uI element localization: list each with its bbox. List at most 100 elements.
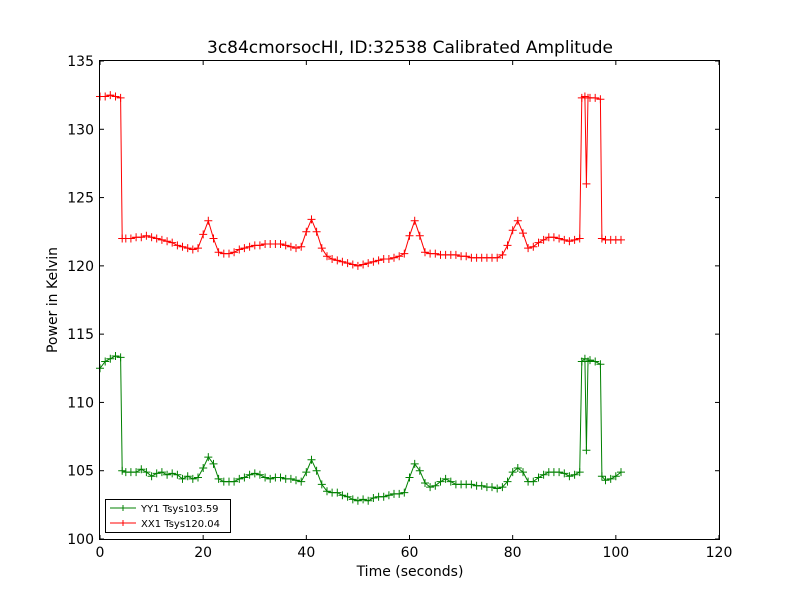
data-point-marker [302,227,311,236]
data-point-marker [323,487,331,496]
data-point-marker [596,95,605,104]
data-point-marker [343,259,352,268]
data-point-marker [384,491,393,500]
x-tick-label: 20 [194,545,212,561]
data-point-marker [498,483,507,492]
data-point-marker [276,240,285,248]
data-point-marker [415,231,424,240]
data-point-marker [353,261,362,270]
data-point-marker [555,468,564,477]
data-point-marker [199,230,208,239]
data-point-marker [168,238,177,247]
data-point-marker [168,469,177,478]
series-line [99,355,622,502]
y-tick-label: 110 [67,395,94,411]
x-tick-label: 120 [706,545,733,561]
y-tick-label: 135 [67,54,94,70]
x-tick-label: 60 [401,545,419,561]
data-point-marker [549,233,558,242]
data-point-marker [395,252,404,261]
data-point-marker [297,242,306,251]
data-point-marker [539,470,548,479]
legend-box [105,499,231,533]
data-point-marker [118,466,127,475]
data-point-marker [312,227,321,236]
data-point-marker [348,260,357,269]
legend-swatch-marker [120,520,126,526]
data-point-marker [126,234,135,243]
legend-entry-label: XX1 Tsys120.04 [141,519,220,530]
data-point-marker [116,353,125,362]
data-point-marker [173,470,182,479]
data-point-marker [503,241,512,250]
data-point-marker [323,252,331,261]
data-point-marker [328,255,337,263]
data-point-marker [194,244,202,253]
data-point-marker [529,477,538,486]
data-point-marker [188,474,197,483]
y-axis-label: Power in Kelvin [45,247,61,353]
data-point-marker [565,237,574,246]
data-point-marker [582,446,591,455]
data-point-marker [333,488,342,497]
data-point-marker [513,216,522,225]
data-point-marker [400,249,409,258]
data-point-marker [214,248,223,257]
data-point-marker [163,470,172,479]
data-point-marker [534,238,543,247]
data-point-marker [508,226,517,235]
data-point-marker [570,470,579,479]
data-point-marker [519,468,527,477]
data-point-marker [508,468,517,477]
data-point-marker [178,242,187,251]
data-point-marker [431,481,440,490]
data-point-marker [250,469,259,478]
data-point-marker [493,484,502,493]
data-point-marker [338,257,347,266]
data-point-marker [441,474,450,483]
data-point-marker [359,495,368,504]
data-point-marker [225,249,233,258]
y-tick-label: 105 [67,464,94,480]
data-point-marker [519,229,527,238]
data-point-marker [400,488,409,497]
data-point-marker [183,472,192,481]
data-point-marker [596,360,605,369]
data-point-marker [152,469,161,478]
series-group [96,91,625,270]
plot-area-frame [99,60,720,540]
y-tick-label: 120 [67,259,94,275]
data-point-marker [431,249,440,258]
legend-swatch-marker [120,505,126,511]
data-point-marker [338,491,347,500]
data-point-marker [359,260,368,269]
data-point-marker [317,244,326,253]
data-point-marker [493,253,502,262]
data-point-marker [312,466,321,475]
data-point-marker [597,234,606,243]
x-tick-label: 40 [297,545,315,561]
series-group [96,352,625,505]
data-point-marker [379,492,388,501]
data-point-marker [307,455,316,464]
data-point-marker [106,91,115,100]
data-point-marker [209,234,218,243]
data-point-marker [524,244,533,253]
data-point-marker [255,470,264,479]
x-tick-label: 100 [602,545,629,561]
data-point-marker [204,216,213,225]
data-point-marker [390,253,398,262]
data-point-marker [410,459,419,468]
data-point-marker [199,464,208,472]
data-point-marker [132,468,141,477]
data-point-marker [597,472,606,481]
data-point-marker [230,477,239,486]
data-point-marker [235,245,244,254]
x-tick-label: 80 [504,545,522,561]
data-point-marker [405,473,414,482]
data-point-marker [611,472,620,481]
data-point-marker [230,248,239,257]
data-point-marker [591,357,600,366]
data-point-marker [209,459,218,468]
data-point-marker [584,357,592,366]
